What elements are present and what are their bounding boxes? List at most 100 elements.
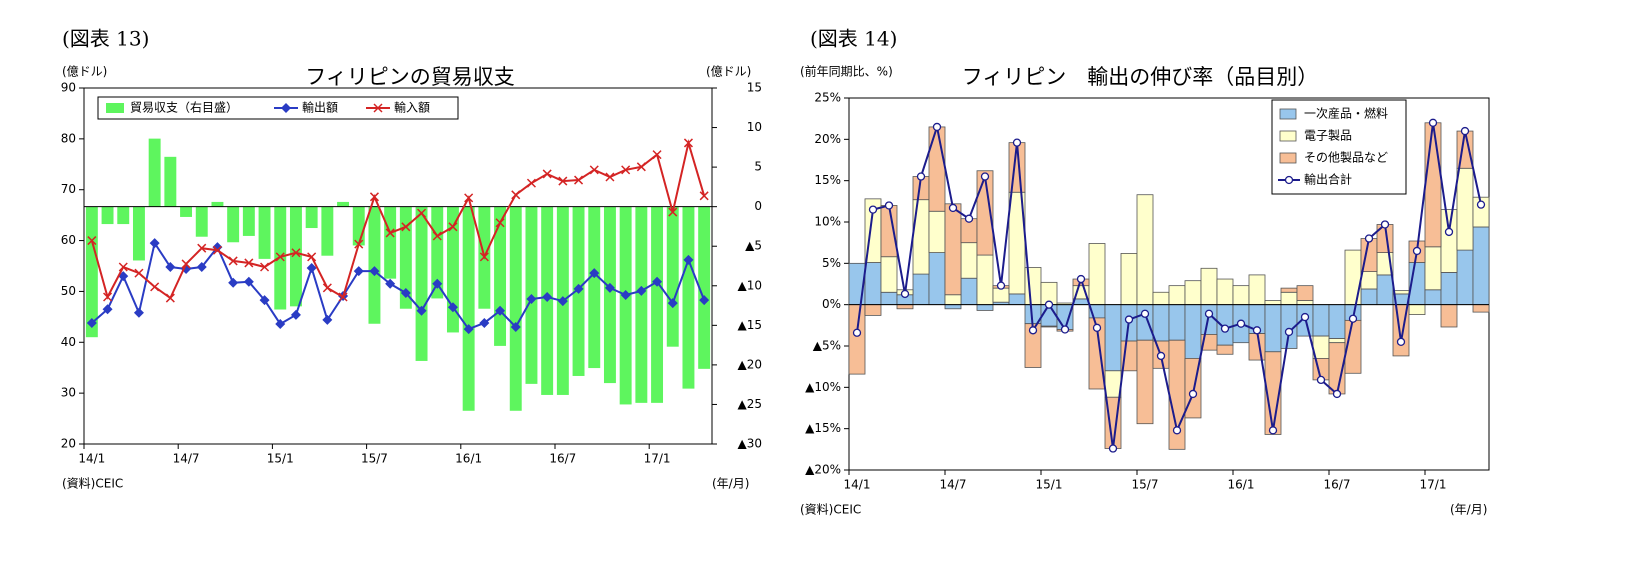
x-tick-label: 15/1 <box>267 452 294 466</box>
marker <box>1332 389 1342 399</box>
marker <box>306 263 317 274</box>
source: (資料)CEIC <box>800 503 861 517</box>
y-tick-label: 10% <box>814 215 841 229</box>
bar <box>101 206 114 225</box>
marker <box>1140 309 1150 318</box>
bar-segment <box>928 252 946 306</box>
bar <box>227 206 240 243</box>
bar-segment <box>864 262 882 306</box>
marker <box>1348 314 1358 323</box>
bar-segment <box>1456 249 1474 306</box>
marker <box>417 208 427 218</box>
y2-tick-label: 15 <box>747 81 762 95</box>
marker <box>150 282 160 292</box>
plot-frame <box>83 87 713 445</box>
marker <box>1380 220 1390 229</box>
bar <box>117 206 130 225</box>
y-tick-label: 20% <box>814 132 841 146</box>
bar-segment <box>1248 333 1266 361</box>
marker <box>1476 200 1486 209</box>
bar <box>242 206 255 236</box>
marker <box>212 245 222 255</box>
y-unit: (前年同期比、%) <box>800 64 893 79</box>
marker <box>589 165 599 175</box>
bar-segment <box>1168 304 1186 341</box>
y-tick-label: 30 <box>61 386 76 400</box>
marker <box>589 268 600 279</box>
figure-label: (図表 14) <box>810 27 897 51</box>
bar-segment <box>1376 274 1394 306</box>
chart-title: フィリピン 輸出の伸び率（品目別） <box>962 65 1319 89</box>
marker <box>87 236 97 246</box>
bar <box>384 206 397 279</box>
marker <box>181 259 191 269</box>
bar-segment <box>1200 267 1218 306</box>
y2-tick-label: ▲25 <box>738 397 763 411</box>
marker <box>1220 324 1230 333</box>
marker <box>1316 375 1326 385</box>
x-tick-label: 14/7 <box>940 478 967 492</box>
x-tick-label: 16/1 <box>455 452 482 466</box>
marker <box>165 293 175 303</box>
marker <box>134 268 144 278</box>
y-tick-label: 5% <box>822 256 841 270</box>
bar-segment <box>1440 272 1458 306</box>
legend-swatch <box>106 103 124 113</box>
marker <box>1060 325 1070 334</box>
marker <box>1188 389 1198 399</box>
marker <box>385 278 396 289</box>
bar-segment <box>1472 304 1490 313</box>
marker <box>652 150 662 160</box>
marker <box>900 289 910 299</box>
bar <box>666 206 679 347</box>
bar <box>337 201 350 207</box>
x-unit: (年/月) <box>1450 503 1487 517</box>
marker <box>432 278 443 289</box>
bar-segment <box>1168 285 1186 306</box>
bar-segment <box>1456 167 1474 251</box>
bars <box>848 122 1490 450</box>
bar-segment <box>1088 243 1106 306</box>
marker <box>243 276 254 287</box>
marker <box>526 178 536 188</box>
bar-segment <box>1424 246 1442 291</box>
bar-segment <box>1424 289 1442 306</box>
bar-segment <box>880 291 898 306</box>
marker <box>416 305 427 316</box>
marker <box>165 262 176 273</box>
bar-segment <box>1360 288 1378 306</box>
x-tick-label: 17/1 <box>1420 478 1447 492</box>
y-tick-label: 0% <box>822 297 841 311</box>
bar-segment <box>1344 249 1362 306</box>
bar <box>651 206 664 403</box>
marker <box>1300 312 1310 322</box>
y-tick-label: 90 <box>61 81 76 95</box>
bar-segment <box>1296 285 1314 301</box>
marker <box>290 309 301 320</box>
legend-label: 一次産品・燃料 <box>1304 106 1388 121</box>
bar-segment <box>960 277 978 306</box>
bar <box>698 206 711 369</box>
bar-segment <box>1104 304 1122 372</box>
marker <box>149 238 160 249</box>
legend-label: 輸出合計 <box>1304 172 1352 187</box>
marker <box>495 218 505 228</box>
bar <box>195 206 208 237</box>
y-tick-label: 25% <box>814 91 841 105</box>
y2-tick-label: 5 <box>754 160 762 174</box>
marker <box>373 103 383 113</box>
marker <box>322 283 332 293</box>
x-tick-label: 15/1 <box>1036 478 1063 492</box>
y2-tick-label: ▲20 <box>738 357 763 371</box>
marker <box>322 314 333 325</box>
marker <box>1172 426 1182 435</box>
y2-unit: (億ドル) <box>706 65 751 79</box>
marker <box>1444 227 1454 237</box>
y-tick-label: ▲10% <box>805 380 841 394</box>
bar-segment <box>1360 271 1378 290</box>
y-tick-label: 80 <box>61 131 76 145</box>
x-tick-label: 17/1 <box>644 452 671 466</box>
legend-label: 電子製品 <box>1304 129 1352 143</box>
marker <box>86 317 97 328</box>
